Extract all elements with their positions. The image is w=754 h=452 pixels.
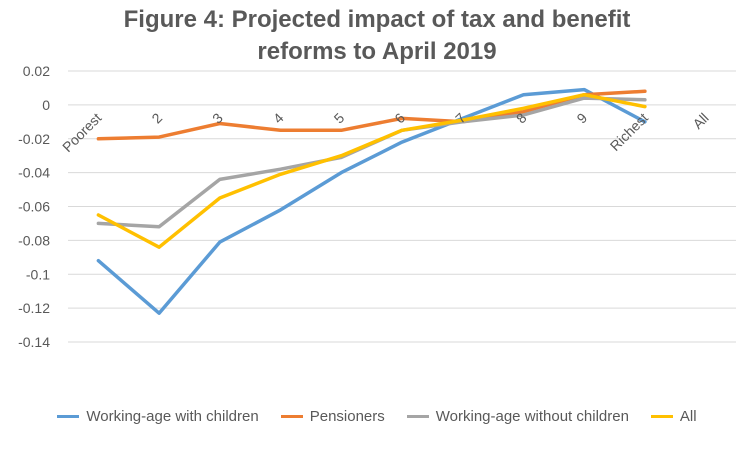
y-tick-label: 0 (42, 97, 50, 113)
legend-label: All (679, 408, 697, 425)
legend: Working-age with children Pensioners Worki… (0, 408, 754, 425)
x-tick-label: 4 (270, 110, 287, 127)
y-tick-label: -0.04 (18, 165, 50, 181)
x-tick-label: Poorest (59, 110, 105, 156)
legend-item: Pensioners (280, 408, 385, 425)
legend-label: Pensioners (309, 408, 385, 425)
x-tick-label: 2 (148, 110, 165, 127)
chart-title-line-2: reforms to April 2019 (257, 38, 497, 65)
y-tick-label: -0.08 (18, 232, 50, 248)
y-tick-label: -0.14 (18, 334, 50, 350)
legend-label: Working-age with children (86, 408, 259, 425)
legend-swatch (57, 415, 80, 418)
y-tick-label: -0.06 (18, 199, 50, 215)
legend-swatch (280, 415, 303, 418)
x-tick-label: 5 (331, 110, 348, 127)
x-tick-label: Richest (607, 110, 651, 154)
legend-label: Working-age without children (435, 408, 629, 425)
series-lines (96, 87, 647, 315)
y-tick-label: 0.02 (23, 63, 50, 79)
legend-item: Working-age without children (406, 408, 629, 425)
gridlines (68, 70, 736, 343)
x-tick-label: All (689, 110, 711, 132)
series-line-0 (96, 87, 647, 315)
legend-item: Working-age with children (57, 408, 259, 425)
chart-title: Figure 4: Projected impact of tax and be… (0, 4, 754, 68)
y-tick-label: -0.12 (18, 300, 50, 316)
legend-swatch (650, 415, 673, 418)
y-axis-tick-labels: 0.02 0 -0.02 -0.04 -0.06 -0.08 -0.1 -0.12 -0.14 (18, 63, 50, 350)
chart-title-line-1: Figure 4: Projected impact of tax and be… (123, 6, 631, 33)
y-tick-label: -0.02 (18, 131, 50, 147)
series-line-2 (96, 96, 647, 229)
series-line-3 (96, 92, 647, 249)
legend-swatch (406, 415, 429, 418)
x-tick-label: 9 (573, 110, 590, 127)
x-axis-tick-labels: Poorest 2 3 4 5 6 7 8 9 Richest All (59, 110, 712, 156)
legend-item: All (650, 408, 697, 425)
y-tick-label: -0.1 (26, 266, 50, 282)
